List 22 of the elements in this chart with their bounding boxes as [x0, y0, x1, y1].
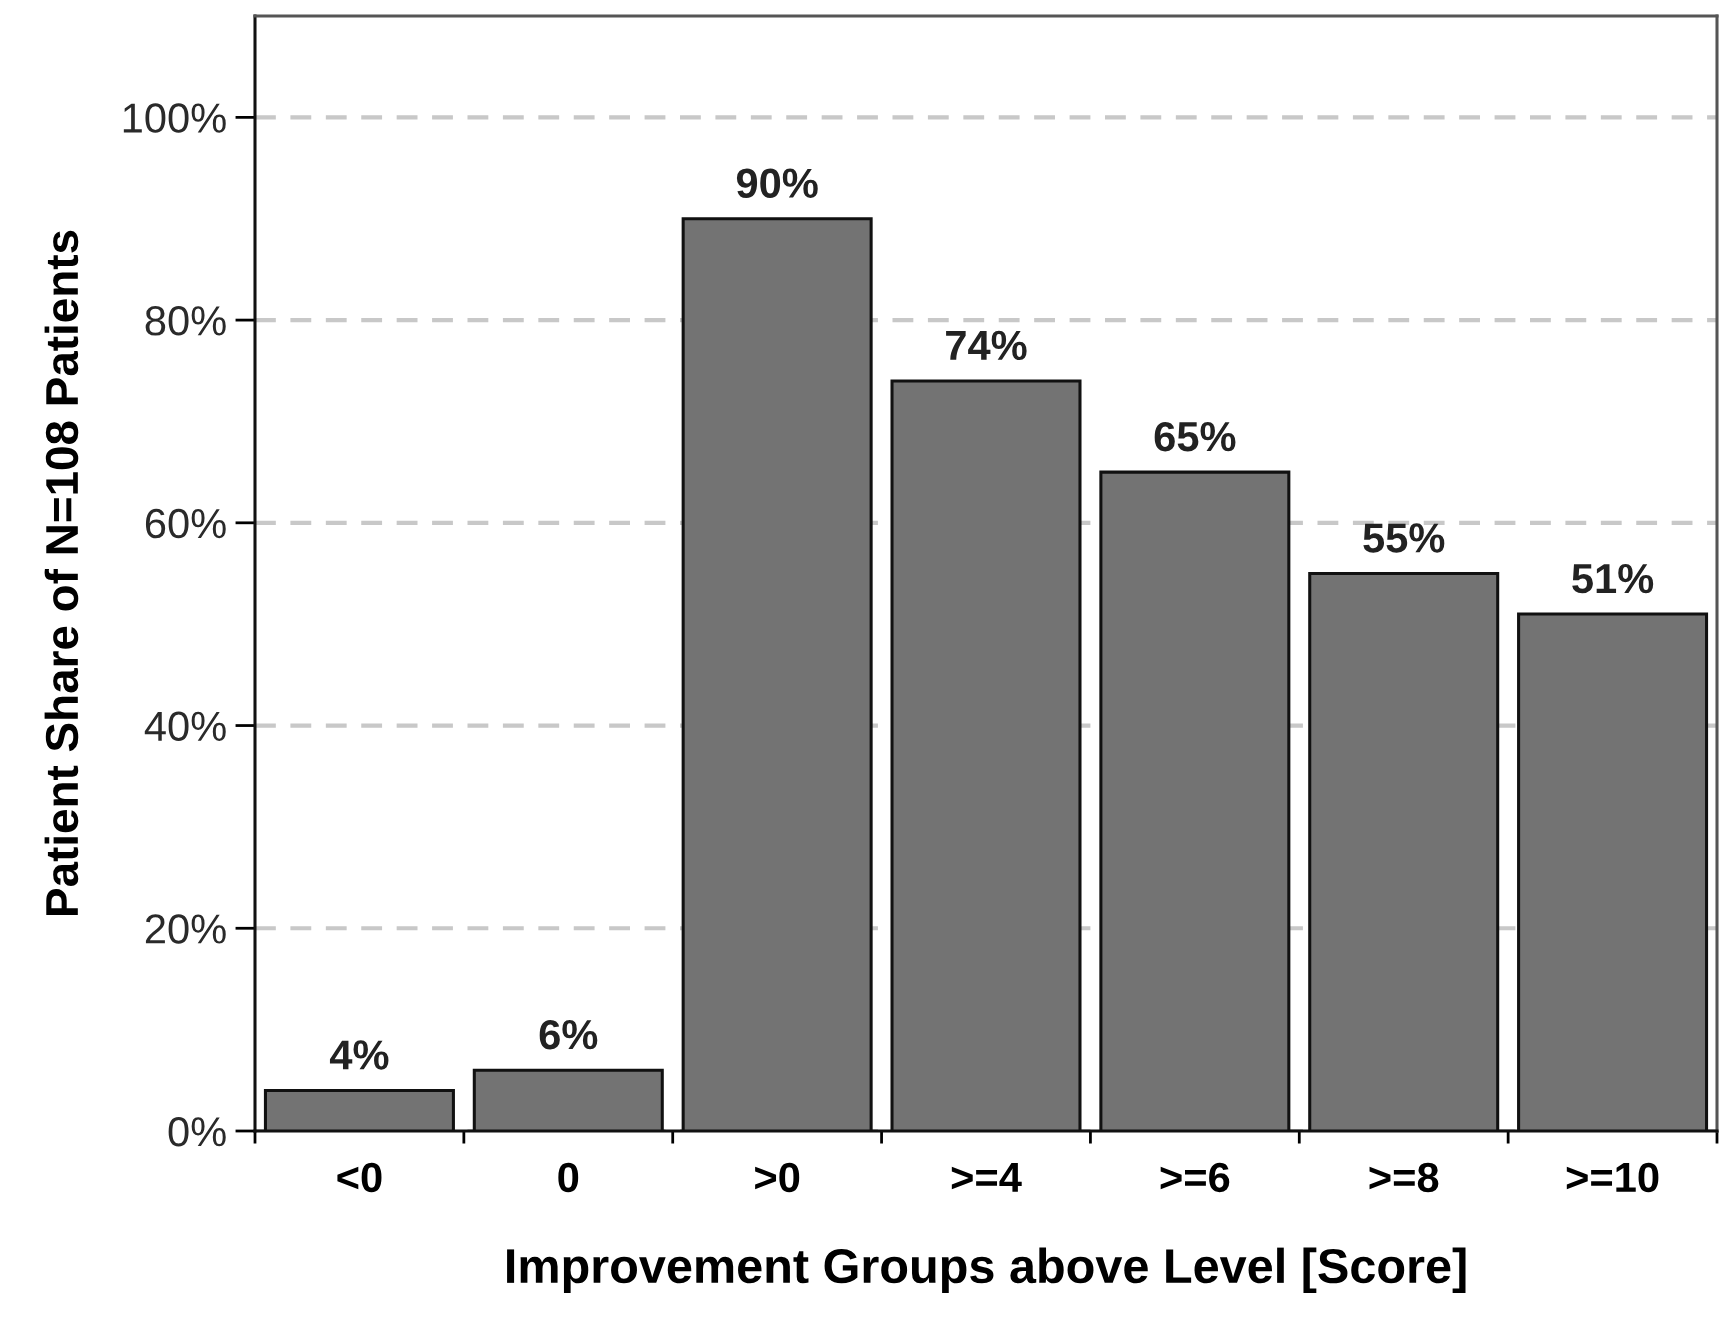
x-tick-label: 0	[558, 1162, 579, 1193]
x-tick-label: >=6	[1160, 1162, 1230, 1193]
y-tick-label: 40%	[144, 711, 226, 742]
x-tick-label: >=8	[1369, 1162, 1439, 1193]
y-axis-title: Patient Share of N=108 Patients	[44, 230, 79, 915]
x-tick-label: >=10	[1566, 1162, 1659, 1193]
data-label: 90%	[736, 168, 818, 198]
data-label: 51%	[1572, 563, 1654, 594]
data-label: 6%	[539, 1019, 598, 1050]
data-label: 65%	[1154, 421, 1236, 452]
y-tick-label: 60%	[145, 508, 226, 539]
y-tick-label: 0%	[168, 1117, 226, 1147]
x-tick-label: >0	[755, 1162, 800, 1193]
y-tick-label: 80%	[145, 306, 226, 336]
y-tick-label: 100%	[123, 103, 226, 133]
x-axis-title: Improvement Groups above Level [Score]	[507, 1247, 1466, 1293]
x-tick-label: <0	[337, 1162, 382, 1193]
data-label: 4%	[329, 1040, 389, 1070]
y-tick-label: 20%	[145, 914, 226, 944]
x-tick-label: >=4	[951, 1163, 1022, 1192]
data-label: 74%	[946, 330, 1027, 361]
data-label: 55%	[1363, 523, 1445, 553]
